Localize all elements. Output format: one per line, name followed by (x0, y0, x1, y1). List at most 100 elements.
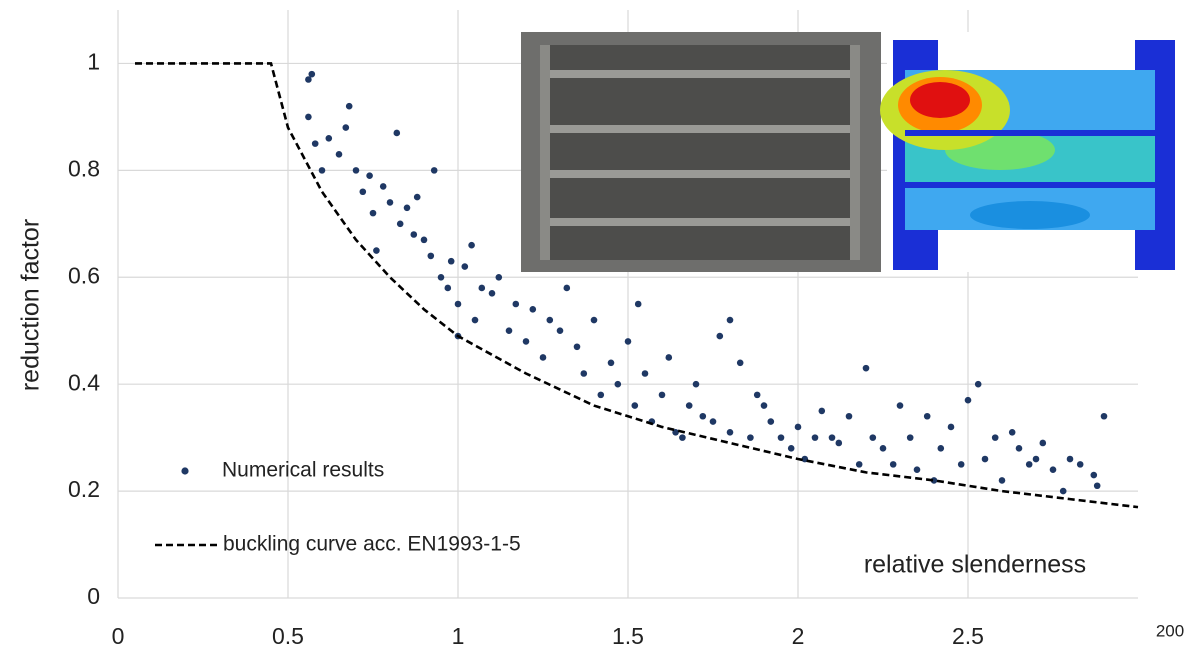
data-point (634, 300, 642, 308)
data-point (753, 391, 761, 399)
data-point (437, 273, 445, 281)
data-point (818, 407, 826, 415)
data-point (529, 306, 537, 313)
data-point (478, 284, 486, 292)
data-point (889, 461, 897, 468)
legend-symbol (181, 467, 189, 475)
x-tick-label: 2.5 (952, 623, 984, 649)
data-point (379, 183, 387, 190)
data-point (468, 241, 475, 249)
data-point (991, 434, 999, 441)
data-point (396, 220, 404, 228)
data-point (699, 412, 707, 420)
data-point (614, 380, 622, 388)
data-point (855, 461, 863, 468)
data-point (1039, 439, 1047, 447)
data-point (957, 461, 965, 468)
data-point (1049, 466, 1057, 474)
data-point (923, 412, 931, 420)
data-point (974, 380, 982, 388)
y-tick-label: 0.2 (68, 476, 100, 502)
data-point (359, 188, 367, 196)
legend-label: Numerical results (222, 459, 384, 482)
data-point (413, 193, 421, 201)
photo-fem (880, 32, 1177, 272)
data-point (373, 247, 380, 254)
data-point (546, 316, 554, 324)
data-point (709, 418, 717, 425)
photo-specimen (521, 32, 881, 272)
data-point (444, 284, 452, 292)
data-point (998, 477, 1006, 484)
data-point (631, 402, 639, 409)
data-point (522, 338, 530, 345)
y-axis-label: reduction factor (17, 219, 45, 391)
data-point (512, 300, 520, 308)
y-tick-label: 1 (87, 49, 100, 75)
data-point (580, 370, 588, 377)
data-point (896, 402, 904, 409)
data-point (318, 167, 326, 174)
data-point (305, 113, 312, 121)
data-point (495, 273, 503, 281)
data-point (1090, 471, 1098, 479)
data-point (1032, 455, 1040, 463)
data-point (869, 434, 877, 441)
data-point (801, 455, 809, 463)
data-point (410, 231, 418, 238)
data-point (964, 396, 972, 404)
data-point (1025, 461, 1033, 468)
x-tick-label: 0.5 (272, 623, 304, 649)
data-point (937, 445, 945, 452)
data-point (665, 354, 673, 361)
data-point (461, 263, 469, 270)
data-point (454, 300, 462, 308)
annotation: 200 (1156, 621, 1184, 640)
data-point (736, 359, 744, 367)
x-tick-label: 1.5 (612, 623, 644, 649)
data-point (539, 354, 547, 361)
data-point (305, 76, 312, 83)
data-point (794, 423, 802, 431)
data-point (311, 140, 319, 147)
data-point (369, 209, 377, 217)
data-point (590, 316, 598, 324)
y-tick-label: 0 (87, 583, 100, 609)
data-point (767, 418, 775, 425)
data-point (607, 359, 615, 367)
data-point (930, 477, 938, 484)
data-point (556, 327, 564, 335)
data-point (787, 445, 795, 452)
data-point (488, 290, 496, 297)
data-point (716, 332, 724, 340)
data-point (624, 338, 632, 345)
data-point (352, 167, 360, 174)
data-point (862, 364, 870, 372)
data-point (420, 236, 428, 244)
data-point (366, 172, 373, 180)
data-point (1015, 445, 1023, 452)
x-tick-label: 1 (452, 623, 465, 649)
data-point (1076, 461, 1084, 468)
data-point (430, 167, 438, 174)
data-point (726, 316, 734, 324)
data-point (1100, 412, 1108, 420)
data-point (845, 412, 853, 420)
x-axis-label: relative slenderness (864, 551, 1086, 579)
data-point (563, 284, 571, 292)
y-tick-label: 0.6 (68, 262, 100, 288)
data-point (335, 151, 343, 158)
data-point (325, 134, 333, 142)
data-point (777, 434, 785, 441)
plot-area: 0 0.2 0.4 0.6 0.8 1 0 0.5 1 1.5 2 2.5 Numerical resu… (68, 49, 1139, 649)
data-point (403, 204, 411, 212)
curve (135, 62, 1139, 509)
data-point (679, 434, 686, 441)
data-point (1059, 487, 1067, 495)
data-point (342, 124, 350, 131)
data-point (913, 466, 921, 474)
data-point (573, 343, 581, 351)
data-point (726, 428, 734, 436)
data-point (471, 316, 479, 324)
